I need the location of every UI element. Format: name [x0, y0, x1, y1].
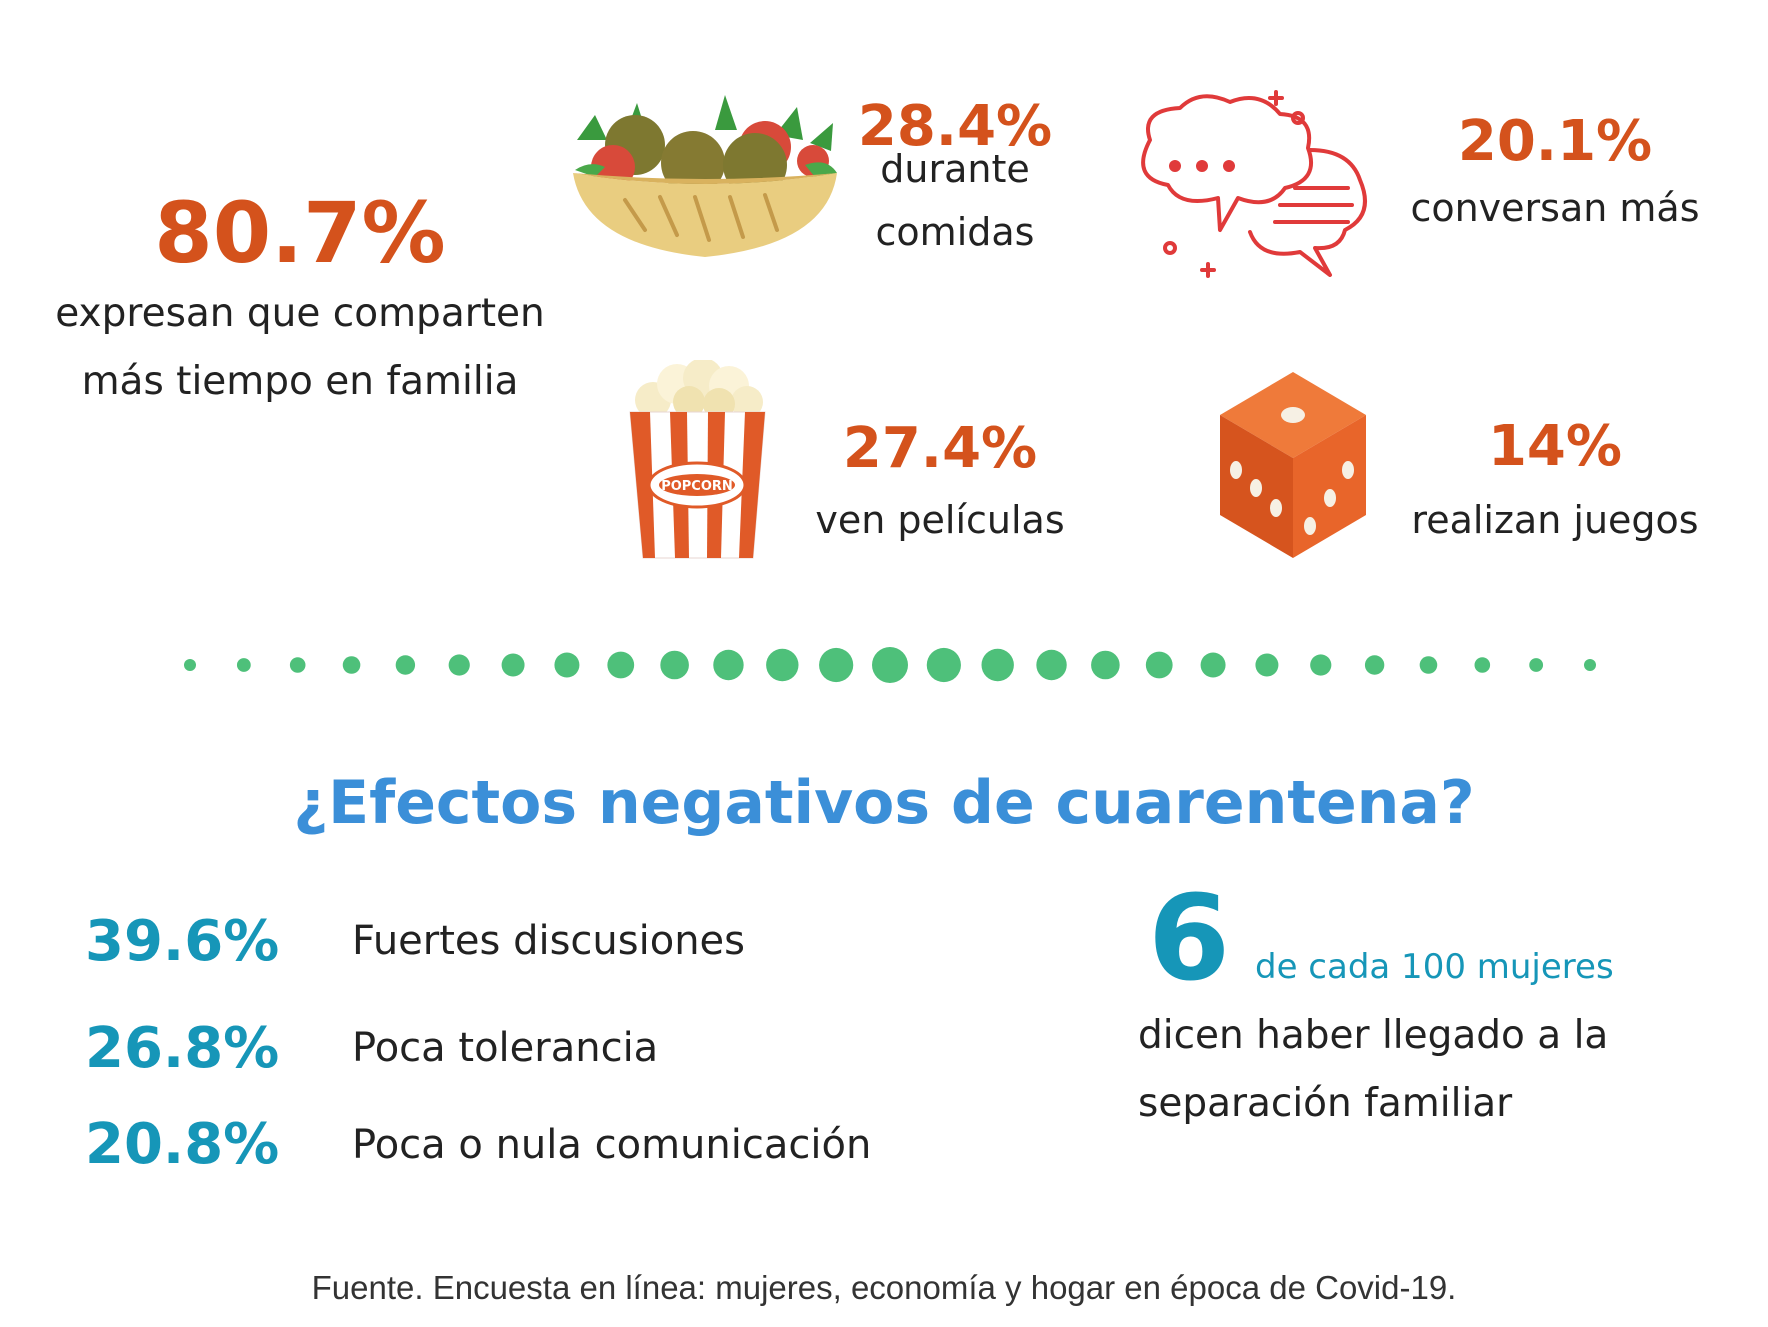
dotted-divider	[180, 640, 1600, 690]
divider-dot	[342, 656, 361, 674]
main-label-line2: más tiempo en familia	[81, 359, 519, 404]
divider-dot	[1145, 651, 1173, 679]
divider-dot	[448, 654, 470, 676]
source-text: Fuente. Encuesta en línea: mujeres, econ…	[311, 1269, 1457, 1306]
negative-title: ¿Efectos negativos de cuarentena?	[293, 768, 1475, 838]
separation-line2: separación familiar	[1138, 1081, 1513, 1126]
separation-number: 6	[1148, 869, 1231, 1007]
divider-dot	[1419, 656, 1438, 674]
movies-percent: 27.4%	[842, 416, 1038, 481]
divider-dot	[660, 650, 689, 680]
popcorn-icon: POPCORN	[625, 360, 770, 560]
talk-label: conversan más	[1410, 186, 1700, 230]
meals-label-line2: comidas	[875, 210, 1035, 254]
negative-item-1-percent: 39.6%	[85, 909, 280, 974]
main-label-line1: expresan que comparten	[55, 291, 545, 336]
salad-bowl-icon	[565, 85, 845, 260]
games-label: realizan juegos	[1411, 498, 1699, 542]
dice-icon	[1218, 370, 1368, 560]
talk-percent: 20.1%	[1457, 109, 1653, 174]
divider-dot	[872, 647, 908, 683]
negative-item-3-percent: 20.8%	[85, 1112, 280, 1177]
games-percent: 14%	[1487, 414, 1623, 479]
negative-item-1-label: Fuertes discusiones	[352, 918, 745, 964]
main-percent: 80.7%	[154, 184, 446, 282]
divider-dot	[395, 655, 416, 675]
negative-item-2-label: Poca tolerancia	[352, 1025, 659, 1071]
popcorn-label: POPCORN	[661, 479, 733, 494]
separation-unit: de cada 100 mujeres	[1255, 947, 1614, 987]
divider-dot	[501, 653, 525, 677]
divider-dot	[713, 649, 744, 681]
divider-dot	[289, 657, 306, 673]
divider-dot	[1310, 654, 1332, 676]
divider-dot	[1200, 652, 1226, 678]
meals-percent: 28.4%	[857, 94, 1053, 159]
divider-dot	[236, 658, 251, 672]
divider-dot	[1584, 659, 1596, 671]
divider-dot	[1529, 658, 1544, 672]
divider-dot	[1036, 649, 1067, 681]
separation-line1: dicen haber llegado a la	[1138, 1013, 1609, 1058]
speech-bubbles-icon	[1120, 80, 1390, 290]
meals-label-line1: durante	[880, 147, 1030, 191]
divider-dot	[1474, 657, 1491, 673]
divider-dot	[607, 651, 635, 679]
divider-dot	[1255, 653, 1279, 677]
negative-item-3-label: Poca o nula comunicación	[352, 1122, 872, 1168]
divider-dot	[926, 647, 961, 683]
divider-dot	[981, 648, 1014, 682]
divider-dot	[1364, 655, 1385, 675]
divider-dot	[554, 652, 580, 678]
negative-item-2-percent: 26.8%	[85, 1016, 280, 1081]
divider-dot	[819, 647, 854, 683]
divider-dot	[184, 659, 196, 671]
divider-dot	[1091, 650, 1120, 680]
movies-label: ven películas	[815, 498, 1065, 542]
divider-dot	[766, 648, 799, 682]
